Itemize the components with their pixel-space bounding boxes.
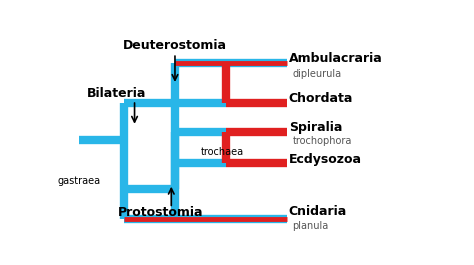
Text: Protostomia: Protostomia bbox=[118, 206, 203, 219]
Text: gastraea: gastraea bbox=[58, 176, 101, 186]
Text: Deuterostomia: Deuterostomia bbox=[123, 39, 227, 52]
Text: Ecdysozoa: Ecdysozoa bbox=[289, 153, 362, 166]
Text: planula: planula bbox=[292, 221, 329, 231]
Text: dipleurula: dipleurula bbox=[292, 69, 342, 78]
Text: Ambulacraria: Ambulacraria bbox=[289, 52, 383, 65]
Text: Chordata: Chordata bbox=[289, 92, 353, 105]
Text: trochophora: trochophora bbox=[292, 136, 352, 146]
Text: Bilateria: Bilateria bbox=[86, 87, 146, 100]
Text: Spiralia: Spiralia bbox=[289, 121, 342, 134]
Text: trochaea: trochaea bbox=[201, 147, 244, 157]
Text: Cnidaria: Cnidaria bbox=[289, 205, 347, 218]
